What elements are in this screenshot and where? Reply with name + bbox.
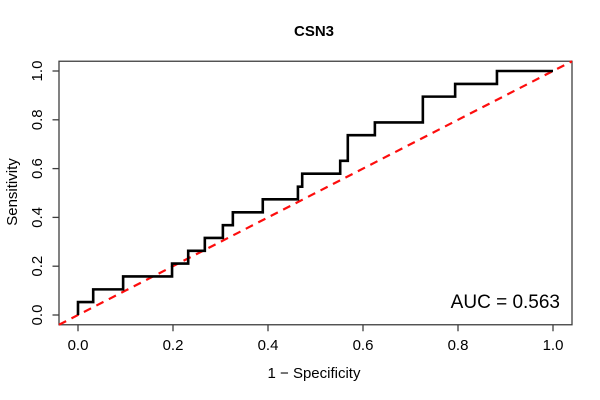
roc-step-path (76, 69, 553, 315)
y-tick-label: 0.4 (29, 207, 46, 228)
x-tick-label: 0.8 (448, 337, 469, 354)
plot-box-rect (58, 60, 573, 326)
chance-diagonal-line (58, 60, 573, 326)
y-axis-ticks: 0.0 0.2 0.4 0.6 0.8 1.0 (29, 61, 59, 326)
y-axis-label: Sensitivity (4, 158, 21, 226)
y-tick-label: 0.8 (29, 109, 46, 130)
x-axis-ticks: 0.0 0.2 0.4 0.6 0.8 1.0 (68, 324, 564, 354)
y-tick-label: 1.0 (29, 61, 46, 82)
x-tick-label: 0.2 (163, 337, 184, 354)
x-tick-label: 0.0 (68, 337, 89, 354)
x-tick-label: 0.6 (353, 337, 374, 354)
plot-title: CSN3 (294, 23, 334, 40)
auc-annotation: AUC = 0.563 (451, 292, 560, 313)
y-tick-label: 0.0 (29, 305, 46, 326)
y-tick-label: 0.6 (29, 158, 46, 179)
chance-diagonal (58, 60, 573, 326)
roc-curve (76, 69, 553, 315)
x-axis-label: 1 − Specificity (268, 365, 361, 382)
plot-box (58, 60, 573, 326)
y-tick-label: 0.2 (29, 256, 46, 277)
x-tick-label: 0.4 (258, 337, 279, 354)
x-tick-label: 1.0 (543, 337, 564, 354)
